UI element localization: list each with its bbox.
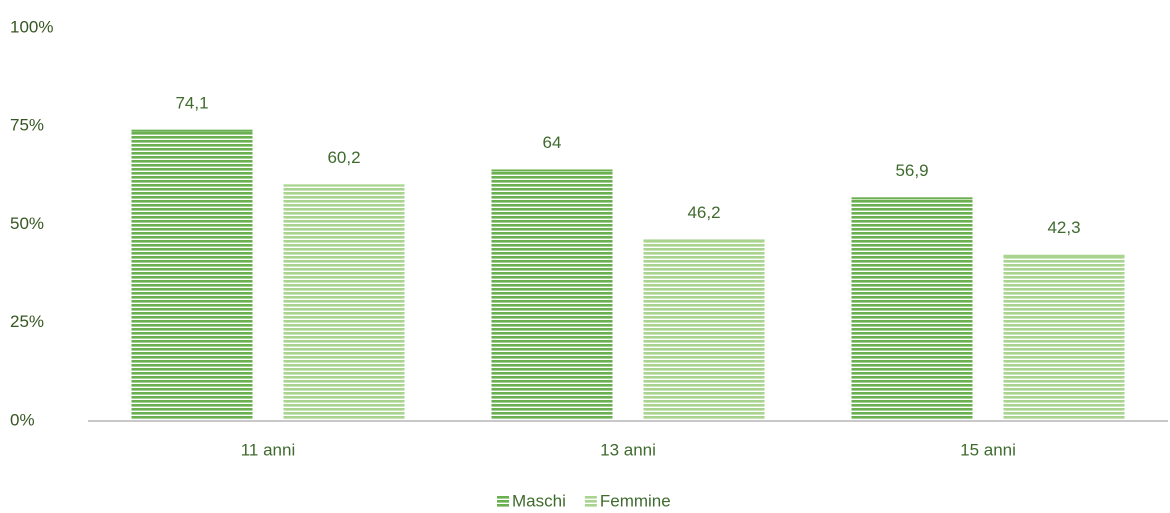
bar [283,184,405,421]
y-tick-label: 50% [10,214,44,233]
data-label: 42,3 [1047,218,1080,237]
data-label: 74,1 [175,93,208,112]
bar [851,197,973,421]
y-tick-label: 25% [10,312,44,331]
bar-top [643,239,765,242]
bar [131,129,253,422]
x-tick-label: 13 anni [600,440,656,459]
bar-top [1003,254,1125,257]
y-tick-label: 100% [10,17,53,36]
bar [491,169,613,421]
data-label: 46,2 [687,203,720,222]
data-label: 60,2 [327,148,360,167]
y-tick-label: 0% [10,410,35,429]
data-label: 64 [543,133,562,152]
bar-top [851,197,973,200]
bar-top [283,184,405,187]
legend-swatch [497,496,509,508]
x-tick-label: 15 anni [960,440,1016,459]
bar-top [131,129,253,132]
legend-label: Femmine [600,491,671,510]
bar [1003,254,1125,421]
x-tick-label: 11 anni [241,440,296,459]
bar-top [491,169,613,172]
y-tick-label: 75% [10,116,44,135]
legend-swatch [584,496,597,508]
bar [643,239,765,421]
data-label: 56,9 [895,161,928,180]
legend-label: Maschi [512,491,566,510]
